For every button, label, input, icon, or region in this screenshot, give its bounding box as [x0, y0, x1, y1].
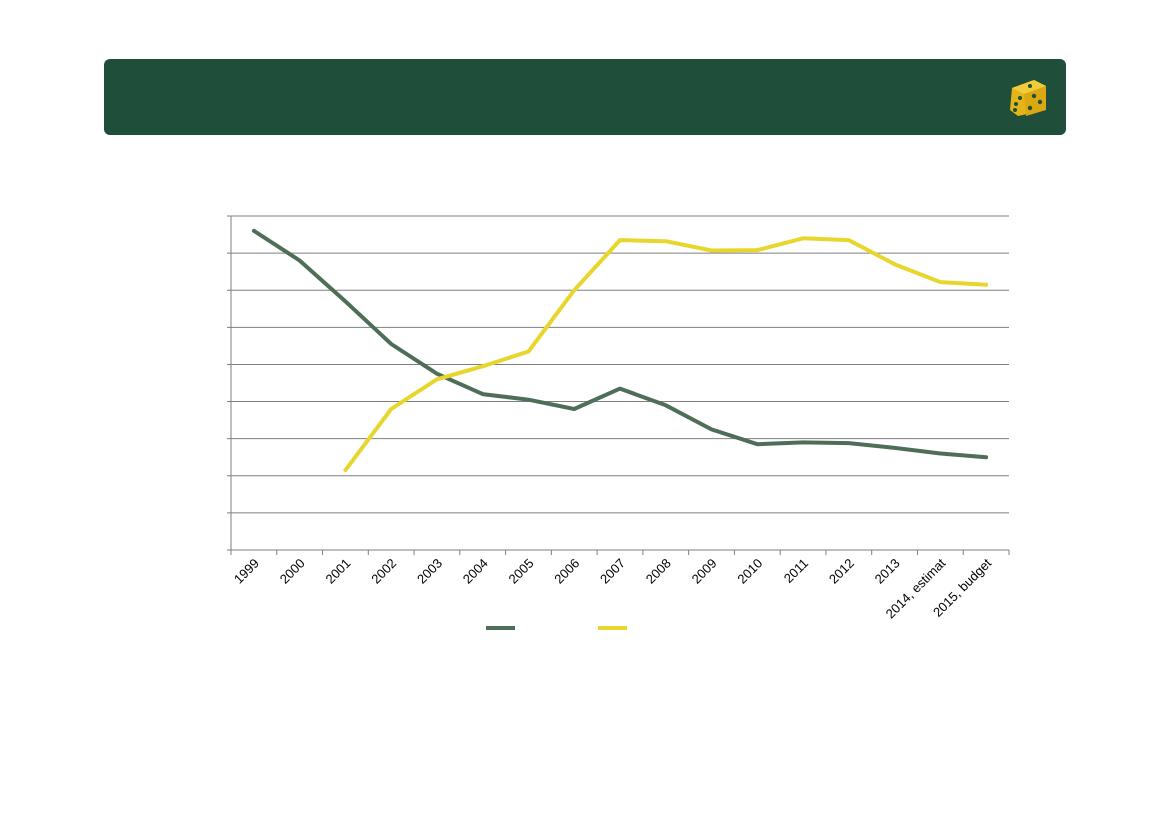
x-tick-label: 2011: [781, 556, 811, 586]
x-tick-label: 2003: [414, 556, 445, 587]
dice-icon: [1010, 80, 1046, 116]
series-line-1: [251, 228, 989, 460]
x-tick-label: 2006: [551, 556, 582, 587]
x-tick-label: 2012: [826, 556, 857, 587]
x-tick-label: 2002: [368, 556, 399, 587]
x-tick-label: 2004: [460, 556, 491, 587]
x-tick-label: 2007: [597, 556, 628, 587]
x-tick-label: 2001: [322, 556, 353, 587]
x-tick-label: 1999: [231, 556, 262, 587]
x-tick-label: 2010: [734, 556, 765, 587]
x-tick-label: 2005: [506, 556, 537, 587]
x-tick-label: 2008: [643, 556, 674, 587]
x-tick-label: 2013: [872, 556, 903, 587]
series-line-2: [343, 236, 989, 473]
x-tick-label: 2009: [689, 556, 720, 587]
x-tick-label: 2000: [277, 556, 308, 587]
title-banner: [104, 59, 1066, 135]
